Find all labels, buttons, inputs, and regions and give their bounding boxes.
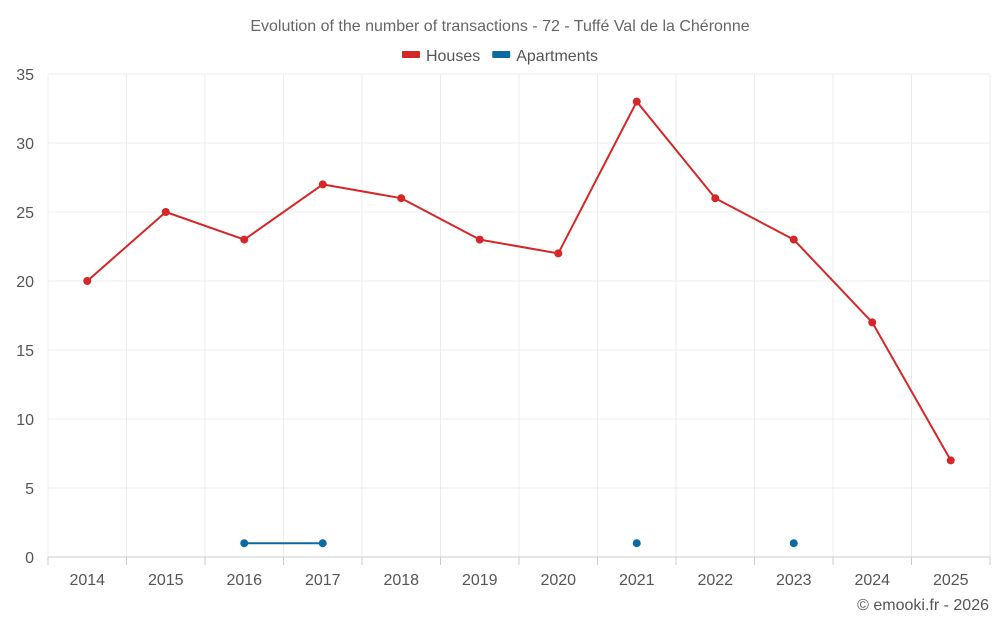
data-point[interactable] [475, 235, 484, 244]
x-axis: 2014 2015 2016 2017 2018 2019 2020 2021 2022 2023… [47, 556, 991, 589]
x-tick-label: 2015 [148, 572, 184, 589]
data-point[interactable] [711, 194, 720, 203]
data-point[interactable] [632, 97, 641, 106]
x-tick-label: 2023 [776, 572, 812, 589]
data-point[interactable] [318, 180, 327, 189]
legend-label: Apartments [516, 48, 598, 65]
series-group [83, 97, 955, 548]
y-tick-label: 30 [16, 136, 34, 153]
data-point[interactable] [318, 539, 327, 548]
y-tick-label: 0 [25, 550, 34, 567]
legend-item-apartments[interactable]: Apartments [492, 48, 598, 65]
credit-text: © emooki.fr - 2026 [857, 597, 989, 614]
data-point[interactable] [554, 249, 563, 258]
legend-swatch [401, 51, 420, 58]
x-tick-label: 2014 [69, 572, 105, 589]
series-apartments [240, 539, 798, 548]
legend-swatch [492, 51, 511, 58]
data-point[interactable] [397, 194, 406, 203]
grid [47, 73, 991, 558]
legend-item-houses[interactable]: Houses [401, 48, 480, 65]
data-point[interactable] [240, 235, 249, 244]
data-point[interactable] [789, 539, 798, 548]
x-tick-label: 2022 [697, 572, 733, 589]
series-line [86, 100, 952, 461]
y-tick-label: 10 [16, 412, 34, 429]
y-axis: 0 5 10 15 20 25 30 35 [16, 67, 34, 567]
x-tick-label: 2024 [854, 572, 890, 589]
y-tick-label: 25 [16, 205, 34, 222]
legend-label: Houses [426, 48, 480, 65]
data-point[interactable] [161, 208, 170, 216]
y-tick-label: 5 [25, 481, 34, 498]
x-tick-label: 2020 [540, 572, 576, 589]
y-tick-label: 35 [16, 67, 34, 84]
x-tick-label: 2018 [383, 572, 419, 589]
data-point[interactable] [946, 456, 955, 465]
data-point[interactable] [868, 318, 877, 327]
data-point[interactable] [240, 539, 249, 548]
series-houses [83, 97, 955, 465]
x-tick-label: 2017 [305, 572, 341, 589]
data-point[interactable] [789, 235, 798, 244]
data-point[interactable] [83, 277, 92, 285]
y-tick-label: 15 [16, 343, 34, 360]
legend: Houses Apartments [401, 48, 598, 65]
y-tick-label: 20 [16, 274, 34, 291]
chart-title: Evolution of the number of transactions … [250, 18, 749, 35]
x-tick-label: 2016 [226, 572, 262, 589]
x-tick-label: 2021 [619, 572, 655, 589]
x-tick-label: 2025 [933, 572, 969, 589]
x-tick-label: 2019 [462, 572, 498, 589]
data-point[interactable] [632, 539, 641, 548]
